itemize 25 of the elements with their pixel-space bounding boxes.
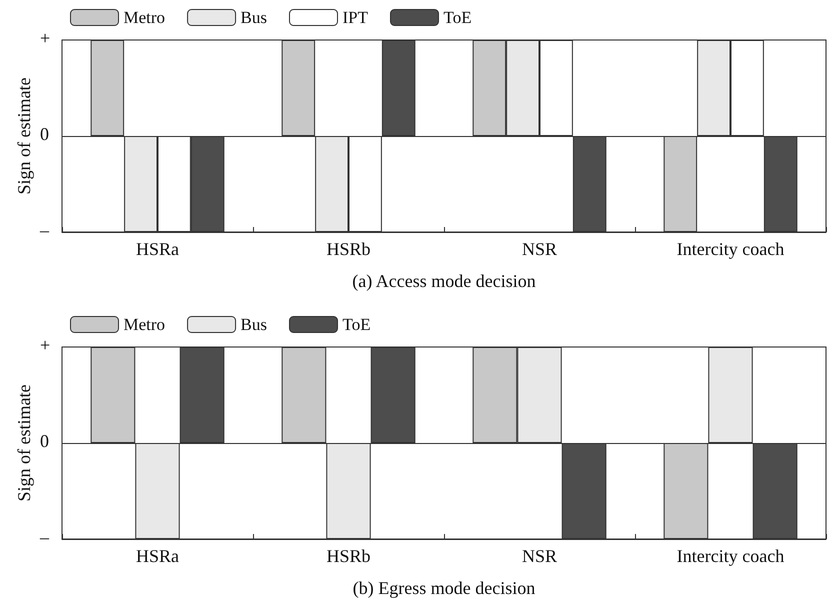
text: 0 — [40, 124, 49, 144]
legend-label: Metro — [124, 8, 166, 27]
legend-label: ToE — [342, 315, 371, 334]
x-tick-label: HSRb — [326, 239, 371, 259]
legend-label: Bus — [240, 8, 268, 27]
x-tick-label: HSRb — [326, 546, 371, 566]
text: 0 — [40, 431, 49, 451]
text: + — [40, 335, 50, 355]
text: – — [39, 527, 50, 547]
legend-label: ToE — [444, 8, 472, 27]
text: – — [39, 220, 50, 240]
x-tick-label: NSR — [522, 239, 558, 259]
legend-label: Bus — [240, 315, 268, 334]
x-axis-title: (b) Egress mode decision — [352, 578, 536, 598]
legend-label: IPT — [342, 8, 369, 27]
x-tick-label: HSRa — [136, 546, 180, 566]
y-axis-title: Sign of estimate — [14, 384, 34, 502]
x-tick-label: Intercity coach — [676, 546, 784, 566]
x-tick-label: NSR — [522, 546, 558, 566]
legend-label: Metro — [124, 315, 166, 334]
x-tick-label: HSRa — [136, 239, 180, 259]
x-axis-title: (a) Access mode decision — [352, 271, 536, 291]
x-tick-label: Intercity coach — [676, 239, 784, 259]
text: + — [40, 28, 50, 48]
y-axis-title: Sign of estimate — [14, 78, 34, 194]
